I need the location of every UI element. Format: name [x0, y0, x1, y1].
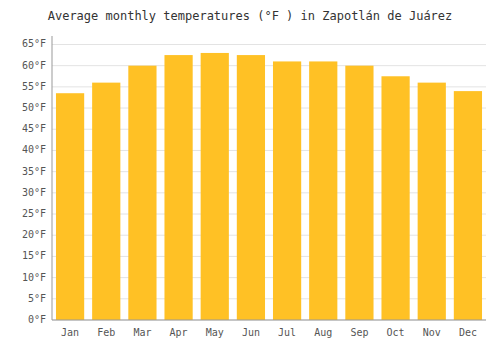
- y-tick-label: 30°F: [22, 187, 46, 198]
- x-tick-label: Jun: [242, 327, 260, 338]
- chart-svg: 0°F 5°F 10°F 15°F 20°F 25°F 30°F 35°F 40°F 45°F 50…: [0, 0, 500, 350]
- bar: [92, 83, 120, 320]
- bar: [128, 66, 156, 320]
- x-tick-label: Sep: [350, 327, 368, 338]
- y-tick-label: 25°F: [22, 208, 46, 219]
- y-tick-label: 5°F: [28, 293, 46, 304]
- y-tick-label: 10°F: [22, 272, 46, 283]
- y-tick-label: 35°F: [22, 166, 46, 177]
- y-tick-label: 0°F: [28, 314, 46, 325]
- grid-line: [52, 320, 486, 321]
- y-tick-label: 20°F: [22, 229, 46, 240]
- y-tick-label: 65°F: [22, 38, 46, 49]
- chart-container: 0°F 5°F 10°F 15°F 20°F 25°F 30°F 35°F 40°F 45°F 50…: [0, 0, 500, 350]
- y-tick-label: 15°F: [22, 250, 46, 261]
- bars: [56, 53, 482, 320]
- y-tick-label: 40°F: [22, 144, 46, 155]
- x-tick-label: Feb: [97, 327, 115, 338]
- title: Average monthly temperatures (°F ) in Za…: [48, 9, 453, 23]
- x-tick-label: Oct: [387, 327, 405, 338]
- x-tick-label: Nov: [423, 327, 441, 338]
- y-tick-label: 55°F: [22, 81, 46, 92]
- y-tick-label: 50°F: [22, 102, 46, 113]
- x-axis-line: [52, 320, 486, 321]
- bar: [273, 61, 301, 320]
- y-tick-label: 45°F: [22, 123, 46, 134]
- bar: [454, 91, 482, 320]
- grid-line: [52, 65, 486, 66]
- bar: [418, 83, 446, 320]
- bar: [164, 55, 192, 320]
- x-tick-label: Jul: [278, 327, 296, 338]
- x-tick-label: May: [206, 327, 224, 338]
- grid: [52, 44, 486, 320]
- x-tick-label: Dec: [459, 327, 477, 338]
- bar: [345, 66, 373, 320]
- y-tick-label: 60°F: [22, 60, 46, 71]
- bar: [309, 61, 337, 320]
- x-tick-label: Mar: [133, 327, 151, 338]
- x-tick-label: Apr: [170, 327, 188, 338]
- bar: [56, 93, 84, 320]
- bar: [201, 53, 229, 320]
- x-tick-label: Aug: [314, 327, 332, 338]
- bar: [237, 55, 265, 320]
- y-axis-line: [52, 36, 53, 320]
- x-tick-label: Jan: [61, 327, 79, 338]
- bar: [381, 76, 409, 320]
- grid-line: [52, 44, 486, 45]
